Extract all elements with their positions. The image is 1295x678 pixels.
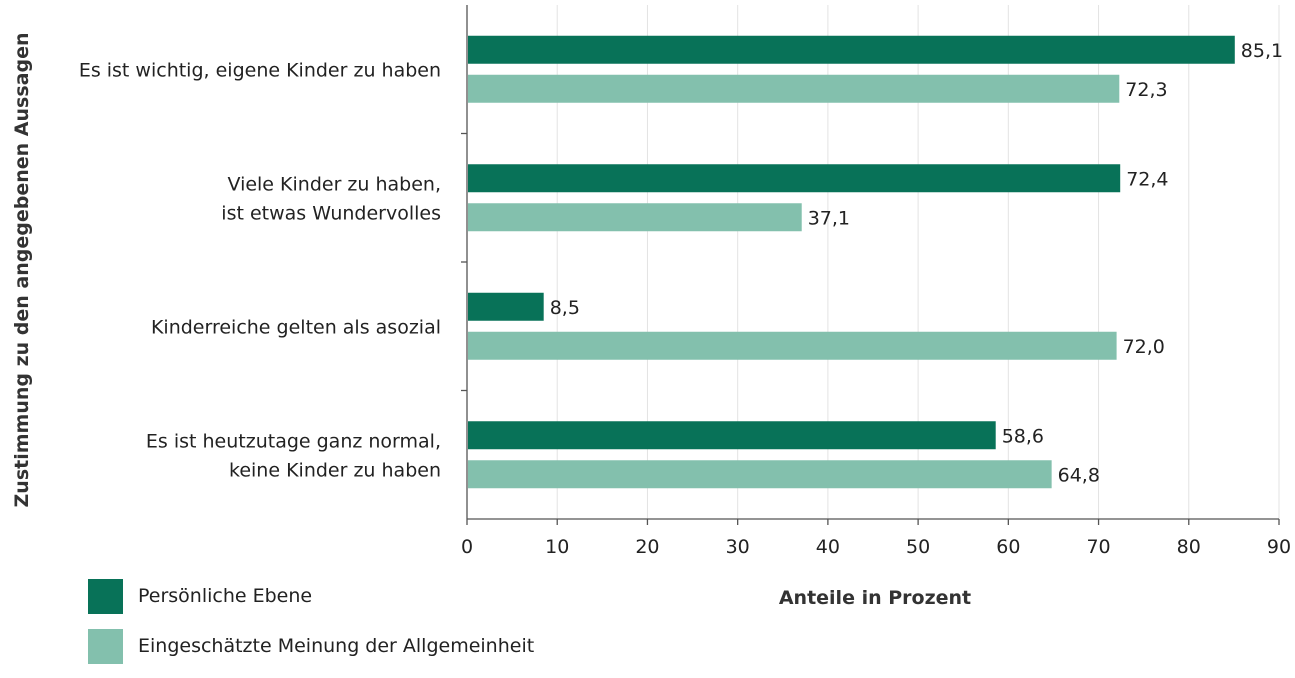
value-label: 85,1 (1241, 40, 1283, 62)
value-label: 37,1 (808, 207, 850, 229)
category-label-line: Kinderreiche gelten als asozial (151, 316, 441, 338)
y-axis-title: Zustimmung zu den angegebenen Aussagen (11, 33, 33, 508)
x-tick-label: 90 (1267, 536, 1291, 558)
value-label: 72,4 (1126, 168, 1168, 190)
labels: 0 10 20 30 40 50 60 70 80 90 85,1 72,3 Es ist wichti… (79, 40, 1291, 558)
legend: Persönliche Ebene Eingeschätzte Meinung … (88, 578, 534, 678)
bar (468, 74, 1120, 103)
x-tick-label: 20 (635, 536, 659, 558)
x-axis-title: Anteile in Prozent (779, 587, 971, 609)
legend-label-persoenlich: Persönliche Ebene (138, 585, 313, 607)
bar (468, 203, 802, 232)
x-tick-label: 40 (816, 536, 840, 558)
legend-label-allgemeinheit: Eingeschätzte Meinung der Allgemeinheit (138, 635, 535, 657)
x-tick-label: 60 (996, 536, 1020, 558)
bar (468, 460, 1052, 489)
legend-swatch-allgemeinheit (88, 628, 123, 664)
x-tick-label: 10 (545, 536, 569, 558)
value-label: 64,8 (1058, 464, 1100, 486)
category-label-line: Es ist wichtig, eigene Kinder zu haben (79, 59, 441, 81)
x-tick-label: 50 (906, 536, 930, 558)
category-label: Viele Kinder zu haben, ist etwas Wundervo… (221, 173, 441, 224)
value-label: 58,6 (1002, 425, 1044, 447)
x-tick-label: 70 (1086, 536, 1110, 558)
bar (468, 331, 1117, 360)
category-label-line: Viele Kinder zu haben, (227, 173, 441, 195)
legend-item-allgemeinheit: Eingeschätzte Meinung der Allgemeinheit (88, 628, 534, 664)
bar (468, 421, 996, 450)
value-label: 72,3 (1125, 79, 1167, 101)
category-label: Es ist heutzutage ganz normal, keine Kind… (146, 430, 441, 481)
x-tick-label: 0 (461, 536, 473, 558)
bars (468, 35, 1235, 489)
bar (468, 292, 544, 321)
value-label: 8,5 (550, 297, 580, 319)
bar (468, 164, 1121, 193)
x-tick-label: 30 (726, 536, 750, 558)
legend-item-persoenlich: Persönliche Ebene (88, 578, 534, 614)
category-label-line: ist etwas Wundervolles (221, 202, 441, 224)
category-label: Es ist wichtig, eigene Kinder zu haben (79, 59, 441, 81)
category-label-line: keine Kinder zu haben (229, 459, 441, 481)
legend-swatch-persoenlich (88, 578, 123, 614)
bar (468, 35, 1235, 64)
value-label: 72,0 (1123, 336, 1165, 358)
x-tick-label: 80 (1177, 536, 1201, 558)
category-label-line: Es ist heutzutage ganz normal, (146, 430, 441, 452)
category-label: Kinderreiche gelten als asozial (151, 316, 441, 338)
axes (461, 5, 1280, 525)
